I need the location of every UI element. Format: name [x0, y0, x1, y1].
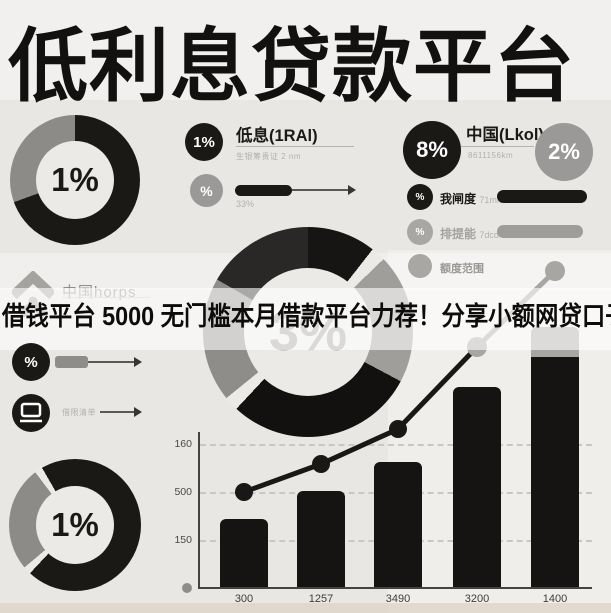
right-row-1-sub: 71mm — [479, 195, 505, 205]
x-axis-label: 1257 — [308, 593, 334, 605]
line-data-point — [312, 455, 330, 473]
right-panel-title: 中国(Lkol) — [466, 126, 544, 144]
bar — [531, 327, 579, 587]
percent-icon: % — [407, 184, 433, 210]
right-row-1-label: 我闸度 71mm — [440, 190, 504, 207]
right-row-2-sub: 7dcd — [479, 230, 499, 240]
right-panel-badge-black: 8% — [403, 121, 461, 179]
mid-panel-title: 低息(1RAl) — [236, 127, 318, 145]
left-row-2-label: 借限清单 — [62, 408, 96, 417]
bar — [220, 519, 268, 587]
arrow-right-icon — [134, 407, 142, 417]
arrow-right-icon — [348, 185, 356, 195]
donut-bottom-left-label: 1% — [36, 486, 114, 564]
right-row-2-bar — [497, 225, 583, 238]
x-axis-label: 3200 — [464, 593, 490, 605]
monitor-icon — [12, 394, 50, 432]
y-tick-label: 150 — [174, 534, 192, 546]
y-axis — [198, 432, 200, 589]
x-axis-label: 3490 — [385, 593, 411, 605]
mid-panel-bar — [235, 185, 292, 196]
right-panel-subtitle: 8611156km — [468, 151, 514, 160]
left-row-1-badge: % — [12, 343, 50, 381]
left-row-1-bar — [55, 356, 88, 368]
mid-panel-badge-2: % — [190, 174, 223, 207]
right-panel-rule — [461, 146, 534, 147]
x-axis-label: 1400 — [542, 593, 568, 605]
right-row-3-label: 额度范围 — [440, 263, 484, 275]
bottom-strip — [0, 603, 611, 613]
x-axis-label: 300 — [234, 593, 254, 605]
mid-panel-stat: 33% — [236, 199, 255, 209]
y-tick-label: 500 — [174, 486, 192, 498]
banner-headline: 借钱平台 5000 无门槛本月借款平台力荐！分享小额网贷口子5000无 — [2, 301, 611, 331]
arrow-right-icon — [134, 357, 142, 367]
dot-icon — [408, 254, 432, 278]
right-panel-badge-gray: 2% — [535, 123, 593, 181]
y-tick-label: 160 — [174, 438, 192, 450]
right-row-2-text: 排提能 — [440, 227, 477, 241]
page-title: 低利息贷款平台 — [8, 22, 575, 111]
percent-icon: % — [407, 219, 433, 245]
donut-chart-bottom-left: 1% — [9, 459, 141, 591]
x-axis — [198, 587, 592, 589]
mid-panel-subtitle: 生银筹贵证 2 nm — [236, 152, 302, 161]
title-band-background — [0, 0, 611, 100]
axis-origin-dot — [182, 583, 192, 593]
mid-panel-badge-1: 1% — [185, 123, 223, 161]
left-row-1-arrow-line — [88, 361, 134, 363]
bar — [453, 387, 501, 587]
right-row-2-label: 排提能 7dcd — [440, 225, 499, 242]
mid-panel-arrow-line — [292, 189, 348, 191]
left-row-2-arrow-line — [100, 411, 134, 413]
right-row-1-bar — [497, 190, 587, 203]
donut-chart-top-left: 1% — [10, 115, 140, 245]
mid-panel-rule — [236, 146, 354, 147]
donut-top-left-label: 1% — [36, 141, 114, 219]
bar — [297, 491, 345, 587]
right-row-1-text: 我闸度 — [440, 192, 477, 206]
bar — [374, 462, 422, 587]
